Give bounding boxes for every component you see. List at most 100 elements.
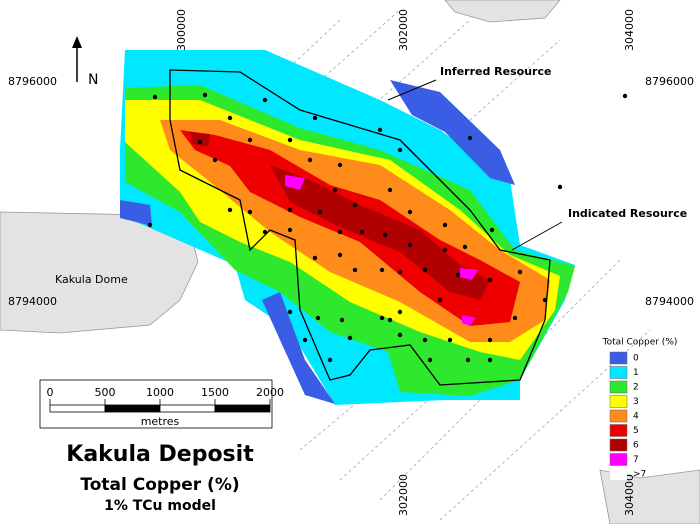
drill-hole bbox=[382, 232, 388, 238]
drill-hole bbox=[317, 209, 323, 215]
scale-tick-label: 500 bbox=[95, 386, 116, 399]
grade-zone bbox=[462, 315, 476, 326]
drill-hole bbox=[337, 229, 343, 235]
grid-label: 302000 bbox=[397, 9, 410, 51]
drill-hole bbox=[337, 252, 343, 258]
grade-zone bbox=[190, 132, 210, 146]
drill-hole bbox=[427, 357, 433, 363]
drill-hole bbox=[247, 137, 253, 143]
drill-hole bbox=[352, 202, 358, 208]
drill-hole bbox=[337, 162, 343, 168]
drill-hole bbox=[287, 207, 293, 213]
scale-tick-label: 2000 bbox=[256, 386, 284, 399]
grid-label: 304000 bbox=[623, 9, 636, 51]
scale-tick-label: 0 bbox=[47, 386, 54, 399]
legend-swatch bbox=[609, 438, 628, 452]
outcrop bbox=[599, 469, 700, 525]
grade-zone bbox=[120, 200, 152, 226]
drill-hole bbox=[332, 187, 338, 193]
drill-hole bbox=[287, 309, 293, 315]
grid-label: 304000 bbox=[623, 474, 636, 516]
legend-label: >7 bbox=[633, 470, 646, 480]
grade-zone bbox=[460, 268, 478, 280]
drill-hole bbox=[442, 222, 448, 228]
drill-hole bbox=[397, 309, 403, 315]
drill-holes bbox=[147, 92, 628, 363]
drill-hole bbox=[622, 93, 628, 99]
scale-tick-label: 1000 bbox=[146, 386, 174, 399]
drill-hole bbox=[359, 229, 365, 235]
legend-label: 4 bbox=[633, 412, 639, 422]
north-arrow-head bbox=[72, 36, 82, 48]
scale-segment bbox=[159, 404, 216, 413]
drill-hole bbox=[377, 127, 383, 133]
legend-title: Total Copper (%) bbox=[602, 338, 678, 348]
drill-hole bbox=[302, 337, 308, 343]
drill-hole bbox=[315, 315, 321, 321]
drill-hole bbox=[407, 242, 413, 248]
grid-label: 8794000 bbox=[8, 295, 57, 308]
drill-hole bbox=[339, 317, 345, 323]
drill-hole bbox=[455, 272, 461, 278]
drill-hole bbox=[227, 115, 233, 121]
drill-hole bbox=[517, 269, 523, 275]
scale-tick-label: 1500 bbox=[201, 386, 229, 399]
drill-hole bbox=[437, 297, 443, 303]
legend-swatch bbox=[609, 424, 628, 437]
drill-hole bbox=[557, 184, 563, 190]
scale-segment bbox=[104, 404, 161, 413]
drill-hole bbox=[379, 315, 385, 321]
scale-segment bbox=[49, 404, 106, 413]
drill-hole bbox=[227, 207, 233, 213]
legend-label: 2 bbox=[633, 383, 639, 393]
drill-hole bbox=[397, 147, 403, 153]
drill-hole bbox=[379, 267, 385, 273]
legend-swatch bbox=[609, 453, 628, 466]
drill-hole bbox=[262, 229, 268, 235]
drill-hole bbox=[489, 227, 495, 233]
scale-bar: 0 500 1000 1500 2000 bbox=[47, 386, 284, 413]
legend-swatch bbox=[609, 409, 628, 423]
drill-hole bbox=[397, 332, 403, 338]
drill-hole bbox=[487, 357, 493, 363]
legend: 0 1 2 3 4 5 6 7 >7 bbox=[609, 351, 646, 480]
drill-hole bbox=[407, 209, 413, 215]
legend-swatch bbox=[609, 395, 628, 408]
drill-hole bbox=[467, 135, 473, 141]
grade-zone bbox=[270, 165, 490, 300]
drill-hole bbox=[327, 357, 333, 363]
drill-hole bbox=[312, 255, 318, 261]
scale-segment bbox=[214, 404, 271, 413]
annotation: Indicated Resource bbox=[568, 207, 687, 220]
title: Kakula Deposit bbox=[66, 442, 254, 467]
drill-hole bbox=[465, 357, 471, 363]
grade-zone bbox=[285, 175, 305, 190]
grid-label: 8794000 bbox=[645, 295, 694, 308]
drill-hole bbox=[487, 337, 493, 343]
legend-label: 6 bbox=[633, 441, 639, 451]
legend-swatch bbox=[609, 351, 628, 365]
annotation-arrow bbox=[511, 221, 563, 251]
model-label: 1% TCu model bbox=[104, 498, 216, 514]
drill-hole bbox=[447, 337, 453, 343]
legend-label: 0 bbox=[633, 354, 639, 364]
grid-label: 8796000 bbox=[8, 75, 57, 88]
drill-hole bbox=[542, 297, 548, 303]
drill-hole bbox=[262, 97, 268, 103]
subtitle: Total Copper (%) bbox=[80, 475, 239, 495]
legend-label: 7 bbox=[633, 455, 639, 465]
drill-hole bbox=[352, 267, 358, 273]
drill-hole bbox=[387, 317, 393, 323]
drill-hole bbox=[487, 277, 493, 283]
grid-label: 302000 bbox=[397, 474, 410, 516]
drill-hole bbox=[147, 222, 153, 228]
drill-hole bbox=[512, 315, 518, 321]
grid-label: 8796000 bbox=[645, 75, 694, 88]
drill-hole bbox=[247, 209, 253, 215]
drill-hole bbox=[202, 92, 208, 98]
place-label: Kakula Dome bbox=[55, 273, 128, 286]
drill-hole bbox=[442, 247, 448, 253]
legend-label: 5 bbox=[633, 426, 639, 436]
resource-outline bbox=[169, 69, 551, 386]
